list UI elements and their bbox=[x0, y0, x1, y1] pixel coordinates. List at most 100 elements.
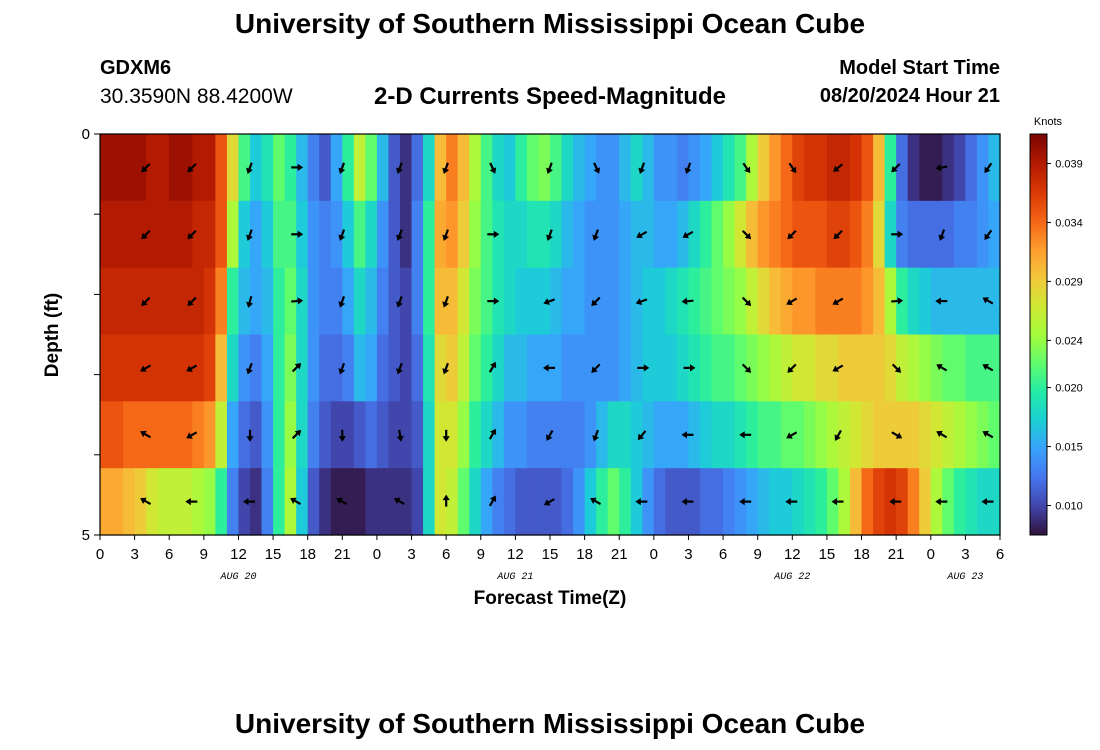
heatmap-cell bbox=[734, 334, 747, 402]
current-vector bbox=[141, 163, 151, 173]
heatmap-cell bbox=[146, 468, 159, 536]
heatmap-cell bbox=[157, 401, 170, 469]
heatmap-cell bbox=[123, 468, 136, 536]
heatmap-cell bbox=[446, 134, 459, 202]
heatmap-cell bbox=[757, 334, 770, 402]
heatmap-cell bbox=[261, 200, 274, 269]
page-title: University of Southern Mississippi Ocean… bbox=[234, 8, 866, 39]
heatmap-cell bbox=[238, 134, 251, 202]
heatmap-cell bbox=[688, 267, 701, 336]
vector-head bbox=[141, 232, 148, 240]
heatmap-cell bbox=[538, 401, 551, 469]
heatmap-cell bbox=[919, 468, 932, 536]
heatmap-cell bbox=[792, 134, 805, 202]
heatmap-cell bbox=[792, 200, 805, 269]
vector-head bbox=[744, 366, 752, 373]
current-vector bbox=[638, 162, 646, 174]
vector-head bbox=[186, 432, 193, 439]
heatmap-cell bbox=[226, 401, 240, 469]
heatmap-cell bbox=[573, 401, 586, 469]
vector-head bbox=[891, 165, 898, 173]
heatmap-cell bbox=[746, 468, 759, 536]
heatmap-cell bbox=[411, 334, 424, 402]
heatmap-cell bbox=[319, 267, 332, 336]
heatmap-cell bbox=[884, 267, 897, 336]
current-vector bbox=[546, 229, 553, 241]
heatmap-cell bbox=[538, 267, 551, 336]
heatmap-cell bbox=[896, 334, 909, 402]
current-vector bbox=[338, 229, 346, 241]
vector-head bbox=[935, 498, 941, 506]
heatmap-cell bbox=[573, 468, 586, 536]
heatmap-cell bbox=[953, 468, 966, 536]
heatmap-cell bbox=[446, 200, 459, 269]
heatmap-cell bbox=[434, 200, 447, 269]
vector-head bbox=[546, 434, 553, 441]
heatmap-cell bbox=[411, 267, 424, 336]
heatmap-cell bbox=[192, 334, 205, 402]
current-vector bbox=[187, 163, 197, 173]
vector-head bbox=[442, 167, 450, 174]
heatmap-cell bbox=[123, 401, 136, 469]
current-vector bbox=[891, 431, 903, 439]
heatmap-cell bbox=[734, 134, 747, 202]
heatmap-cell bbox=[111, 401, 124, 469]
current-vector bbox=[543, 498, 555, 506]
heatmap-cell bbox=[642, 200, 655, 269]
heatmap-cell bbox=[780, 401, 793, 469]
heatmap-cell bbox=[676, 134, 690, 202]
heatmap-cell bbox=[653, 200, 666, 269]
current-vector bbox=[140, 430, 152, 439]
heatmap-cell bbox=[469, 134, 482, 202]
heatmap-cell bbox=[388, 267, 401, 336]
heatmap-cell bbox=[492, 334, 505, 402]
heatmap-cell bbox=[215, 401, 228, 469]
heatmap-cell bbox=[376, 468, 390, 536]
current-vector bbox=[489, 162, 497, 174]
heatmap-cell bbox=[584, 468, 597, 536]
heatmap-cell bbox=[861, 134, 874, 202]
heatmap-cell bbox=[411, 200, 424, 269]
heatmap-cell bbox=[907, 134, 920, 202]
heatmap-cell bbox=[457, 267, 470, 336]
heatmap-cell bbox=[169, 200, 182, 269]
heatmap-cell bbox=[803, 468, 816, 536]
x-tick-label: 9 bbox=[477, 546, 485, 563]
current-vector bbox=[834, 429, 842, 441]
heatmap-cell bbox=[653, 468, 666, 536]
heatmap-cell bbox=[192, 401, 205, 469]
vector-head bbox=[396, 368, 403, 375]
heatmap-cell bbox=[884, 401, 897, 469]
heatmap-cell bbox=[780, 267, 793, 336]
vector-head bbox=[897, 230, 904, 238]
heatmap-cell bbox=[538, 468, 551, 536]
current-vector bbox=[787, 363, 797, 373]
vector-head bbox=[543, 364, 549, 372]
heatmap-cell bbox=[423, 468, 436, 536]
heatmap-cell bbox=[942, 134, 955, 202]
vector-head bbox=[442, 494, 450, 501]
heatmap-cell bbox=[953, 134, 966, 202]
heatmap-cell bbox=[907, 401, 920, 469]
current-vector bbox=[681, 297, 694, 305]
heatmap-cell bbox=[250, 134, 263, 202]
vector-head bbox=[897, 297, 904, 305]
heatmap-cell bbox=[238, 334, 251, 402]
heatmap-cell bbox=[792, 334, 805, 402]
heatmap-cell bbox=[319, 468, 332, 536]
heatmap-cell bbox=[803, 401, 816, 469]
x-tick-label: 0 bbox=[96, 546, 104, 563]
heatmap-cell bbox=[365, 134, 378, 202]
heatmap-cell bbox=[319, 134, 332, 202]
heatmap-cell bbox=[953, 334, 966, 402]
current-vector bbox=[487, 297, 500, 305]
heatmap-cell bbox=[769, 334, 782, 402]
heatmap-cell bbox=[826, 401, 840, 469]
vector-head bbox=[338, 234, 346, 241]
heatmap-cell bbox=[803, 267, 816, 336]
heatmap-cell bbox=[619, 468, 632, 536]
vector-head bbox=[141, 299, 148, 307]
heatmap-cell bbox=[619, 401, 632, 469]
heatmap-cell bbox=[203, 401, 216, 469]
